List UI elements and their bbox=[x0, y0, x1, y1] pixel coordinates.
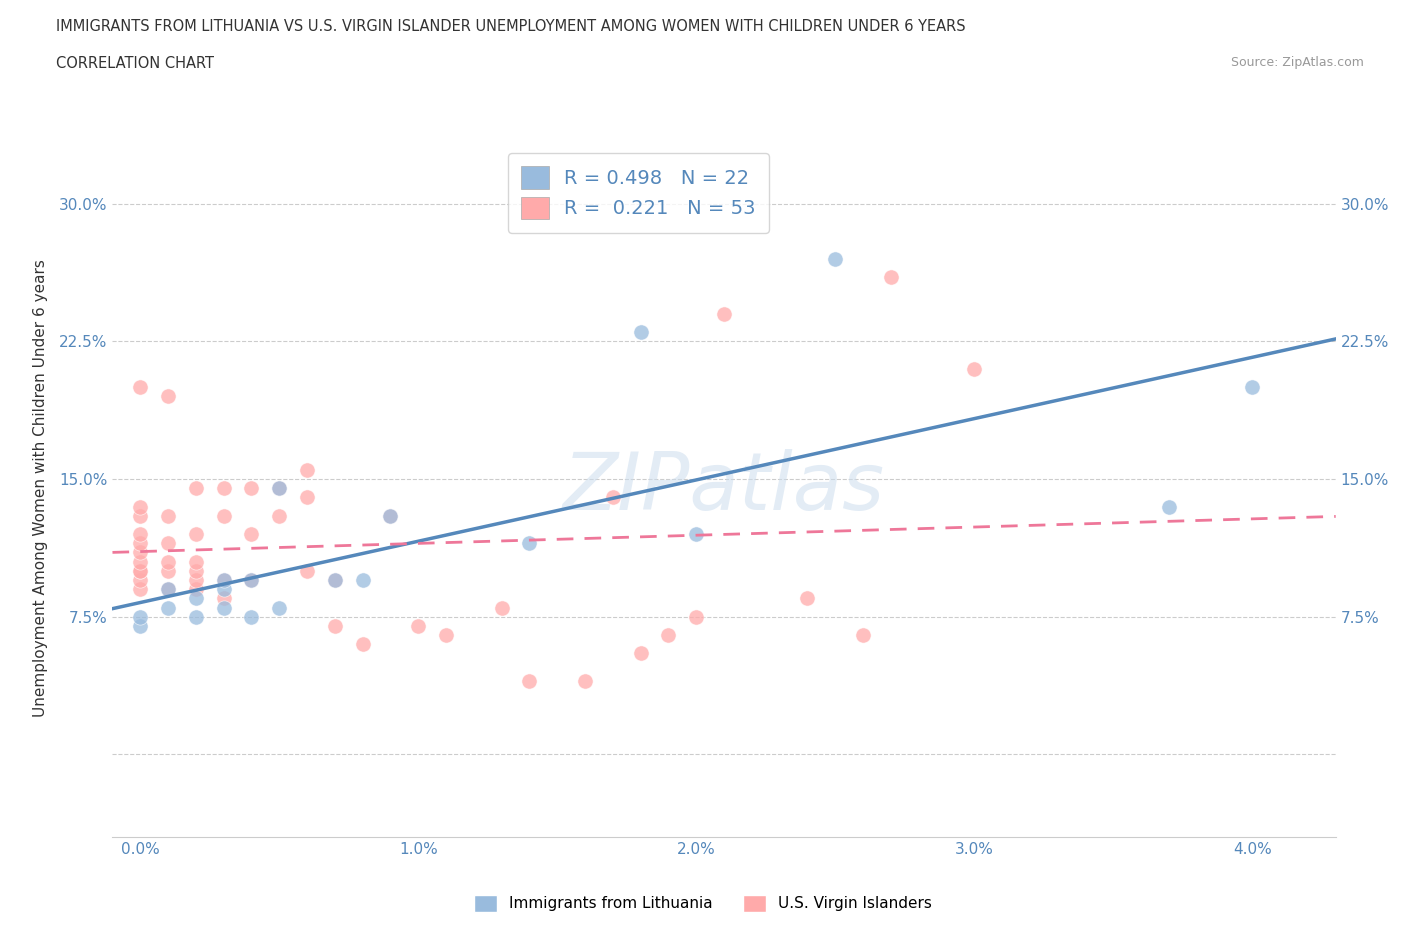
Point bbox=[602, 490, 624, 505]
Point bbox=[323, 618, 346, 633]
Point bbox=[129, 509, 152, 524]
Point bbox=[852, 628, 875, 643]
Point bbox=[352, 637, 374, 652]
Point bbox=[212, 509, 235, 524]
Point bbox=[184, 526, 207, 541]
Point bbox=[380, 509, 402, 524]
Point bbox=[129, 582, 152, 597]
Text: IMMIGRANTS FROM LITHUANIA VS U.S. VIRGIN ISLANDER UNEMPLOYMENT AMONG WOMEN WITH : IMMIGRANTS FROM LITHUANIA VS U.S. VIRGIN… bbox=[56, 19, 966, 33]
Point bbox=[630, 325, 652, 339]
Y-axis label: Unemployment Among Women with Children Under 6 years: Unemployment Among Women with Children U… bbox=[32, 259, 48, 717]
Point bbox=[824, 251, 846, 266]
Point bbox=[212, 573, 235, 588]
Point bbox=[796, 591, 818, 605]
Point bbox=[574, 673, 596, 688]
Point bbox=[240, 609, 263, 624]
Point bbox=[269, 509, 291, 524]
Point bbox=[129, 554, 152, 569]
Point bbox=[240, 481, 263, 496]
Point bbox=[408, 618, 430, 633]
Point bbox=[129, 526, 152, 541]
Legend: Immigrants from Lithuania, U.S. Virgin Islanders: Immigrants from Lithuania, U.S. Virgin I… bbox=[468, 889, 938, 918]
Point bbox=[713, 307, 735, 322]
Point bbox=[129, 564, 152, 578]
Point bbox=[157, 389, 180, 404]
Point bbox=[269, 600, 291, 615]
Point bbox=[269, 481, 291, 496]
Point bbox=[129, 573, 152, 588]
Point bbox=[240, 526, 263, 541]
Point bbox=[184, 591, 207, 605]
Text: ZIPatlas: ZIPatlas bbox=[562, 449, 886, 527]
Point bbox=[157, 582, 180, 597]
Point bbox=[184, 564, 207, 578]
Point bbox=[295, 462, 318, 477]
Point bbox=[519, 673, 541, 688]
Point bbox=[323, 573, 346, 588]
Point bbox=[380, 509, 402, 524]
Point bbox=[129, 618, 152, 633]
Point bbox=[184, 609, 207, 624]
Point bbox=[295, 490, 318, 505]
Point bbox=[157, 600, 180, 615]
Point bbox=[184, 554, 207, 569]
Point bbox=[129, 536, 152, 551]
Point bbox=[880, 270, 903, 285]
Point bbox=[157, 509, 180, 524]
Point bbox=[184, 573, 207, 588]
Legend: R = 0.498   N = 22, R =  0.221   N = 53: R = 0.498 N = 22, R = 0.221 N = 53 bbox=[508, 153, 769, 232]
Point bbox=[1241, 379, 1264, 394]
Point bbox=[630, 646, 652, 661]
Point bbox=[685, 526, 707, 541]
Point bbox=[269, 481, 291, 496]
Text: CORRELATION CHART: CORRELATION CHART bbox=[56, 56, 214, 71]
Point bbox=[184, 582, 207, 597]
Text: Source: ZipAtlas.com: Source: ZipAtlas.com bbox=[1230, 56, 1364, 69]
Point bbox=[157, 582, 180, 597]
Point bbox=[212, 481, 235, 496]
Point bbox=[491, 600, 513, 615]
Point bbox=[157, 536, 180, 551]
Point bbox=[157, 564, 180, 578]
Point bbox=[129, 564, 152, 578]
Point bbox=[963, 362, 986, 377]
Point bbox=[129, 609, 152, 624]
Point bbox=[1157, 499, 1180, 514]
Point bbox=[129, 545, 152, 560]
Point bbox=[657, 628, 679, 643]
Point bbox=[129, 379, 152, 394]
Point bbox=[519, 536, 541, 551]
Point bbox=[352, 573, 374, 588]
Point bbox=[157, 554, 180, 569]
Point bbox=[184, 481, 207, 496]
Point bbox=[212, 582, 235, 597]
Point bbox=[240, 573, 263, 588]
Point bbox=[685, 609, 707, 624]
Point bbox=[323, 573, 346, 588]
Point bbox=[212, 591, 235, 605]
Point bbox=[212, 600, 235, 615]
Point bbox=[434, 628, 457, 643]
Point bbox=[129, 499, 152, 514]
Point bbox=[212, 573, 235, 588]
Point bbox=[295, 564, 318, 578]
Point bbox=[240, 573, 263, 588]
